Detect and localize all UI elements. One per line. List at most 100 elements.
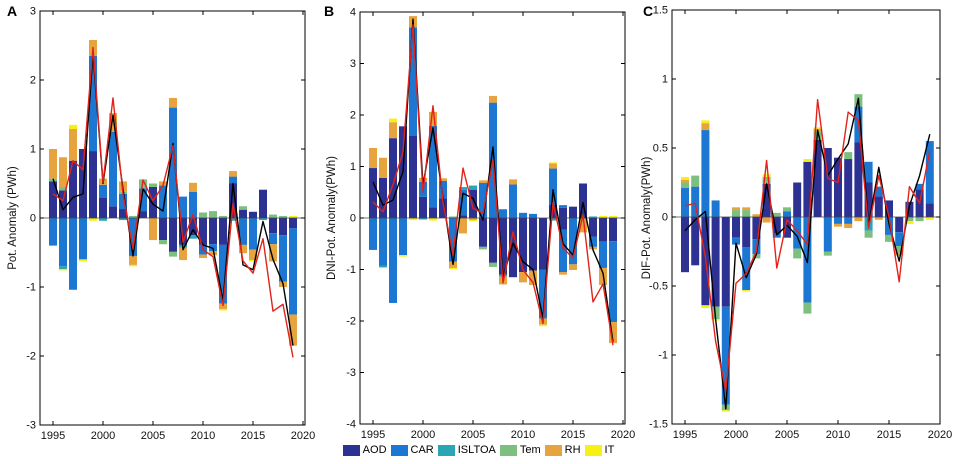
bar-segment-car [379, 218, 387, 266]
bar-segment-rh [752, 214, 761, 217]
bar-segment-car [925, 141, 934, 204]
bar-segment-aod [119, 209, 127, 218]
bar-segment-rh [109, 113, 117, 132]
bar-segment-it [89, 218, 97, 221]
bar-segment-isltoa [259, 218, 267, 221]
bar-segment-car [742, 247, 751, 291]
bar-segment-it [389, 118, 397, 123]
y-tick-label: -1 [26, 282, 36, 294]
bar-segment-car [169, 107, 177, 218]
y-tick-label: -1 [658, 350, 668, 362]
x-tick-label: 1995 [361, 429, 385, 441]
bar-segment-aod [579, 183, 587, 218]
bar-segment-tem [864, 230, 873, 238]
bar-segment-tem [885, 234, 893, 242]
bar-segment-car [269, 233, 277, 245]
bar-segment-it [409, 218, 417, 221]
bar-segment-it [249, 260, 257, 262]
bar-segment-rh [189, 182, 197, 192]
bar-segment-car [119, 193, 127, 210]
bar-segment-rh [209, 251, 217, 256]
bar-segment-tem [752, 254, 761, 259]
bar-segment-car [732, 237, 740, 245]
bar-segment-it [399, 255, 407, 257]
bar-segment-tem [905, 217, 914, 222]
bar-segment-rh [249, 249, 257, 261]
bar-segment-car [519, 212, 527, 218]
bar-segment-car [189, 191, 197, 218]
legend-swatch-isltoa [437, 444, 455, 456]
bar-segment-aod [519, 218, 527, 273]
bar-segment-aod [239, 209, 247, 218]
bar-segment-rh [369, 147, 377, 169]
bar-segment-car [509, 184, 517, 218]
bar-segment-it [59, 269, 67, 271]
bar-segment-car [711, 200, 720, 217]
bar-segment-car [691, 186, 700, 217]
bar-segment-aod [762, 183, 771, 217]
bar-segment-aod [219, 218, 227, 245]
bar-segment-car [609, 241, 617, 323]
bar-segment-rh [469, 218, 477, 221]
bar-segment-aod [379, 177, 387, 218]
bar-segment-aod [783, 217, 791, 238]
bar-segment-car [559, 229, 567, 273]
x-tick-label: 2015 [561, 429, 585, 441]
x-tick-label: 2020 [611, 429, 635, 441]
bar-segment-aod [885, 200, 893, 217]
bar-segment-it [539, 324, 547, 327]
bar-segment-rh [49, 149, 57, 179]
bar-segment-car [389, 218, 397, 303]
bar-segment-car [219, 244, 227, 304]
bar-segment-aod [803, 161, 812, 217]
legend-item-rh: RH [544, 444, 581, 456]
bar-segment-it [79, 259, 87, 262]
bar-segment-rh [519, 272, 527, 283]
legend-label: CAR [410, 444, 434, 456]
bar-segment-rh [742, 207, 751, 211]
bar-segment-car [701, 130, 710, 217]
legend-item-car: CAR [390, 444, 434, 456]
bar-segment-tem [489, 262, 497, 267]
x-tick-label: 1995 [673, 429, 697, 441]
bar-segment-aod [419, 196, 427, 218]
bar-segment-aod [389, 138, 397, 218]
bar-segment-car [249, 218, 257, 250]
x-tick-label: 2005 [775, 429, 799, 441]
bar-segment-aod [249, 211, 257, 218]
bar-segment-tem [279, 215, 287, 218]
x-tick-label: 2000 [91, 430, 115, 442]
bar-segment-tem [681, 182, 689, 189]
bar-segment-rh [549, 163, 557, 169]
bar-segment-car [159, 185, 167, 218]
bar-segment-aod [209, 218, 217, 245]
bar-segment-car [179, 196, 187, 218]
x-tick-label: 2020 [291, 430, 315, 442]
bar-segment-car [479, 182, 487, 218]
y-tick-label: -4 [346, 419, 356, 431]
bar-segment-tem [159, 240, 167, 245]
bar-segment-rh [69, 128, 77, 161]
legend-label: RH [564, 444, 581, 456]
bar-segment-car [559, 205, 567, 208]
bar-segment-rh [179, 247, 187, 261]
bar-segment-car [599, 241, 607, 268]
bar-segment-tem [149, 183, 157, 187]
bar-segment-aod [499, 218, 507, 275]
bar-segment-isltoa [59, 266, 67, 270]
bar-segment-isltoa [379, 265, 387, 268]
x-tick-label: 2015 [241, 430, 265, 442]
bar-segment-rh [854, 217, 863, 222]
bar-segment-car [229, 176, 237, 184]
bar-segment-car [823, 217, 832, 252]
bar-segment-aod [199, 218, 207, 245]
bar-segment-aod [834, 157, 842, 217]
y-tick-label: 1 [30, 144, 36, 156]
bar-segment-tem [895, 245, 904, 253]
bar-segment-aod [549, 204, 557, 218]
panel-letter-c: C [643, 3, 654, 19]
bar-segment-aod [139, 211, 147, 218]
bar-segment-car [864, 161, 873, 183]
bar-segment-rh [169, 97, 177, 108]
bar-segment-it [721, 410, 730, 412]
